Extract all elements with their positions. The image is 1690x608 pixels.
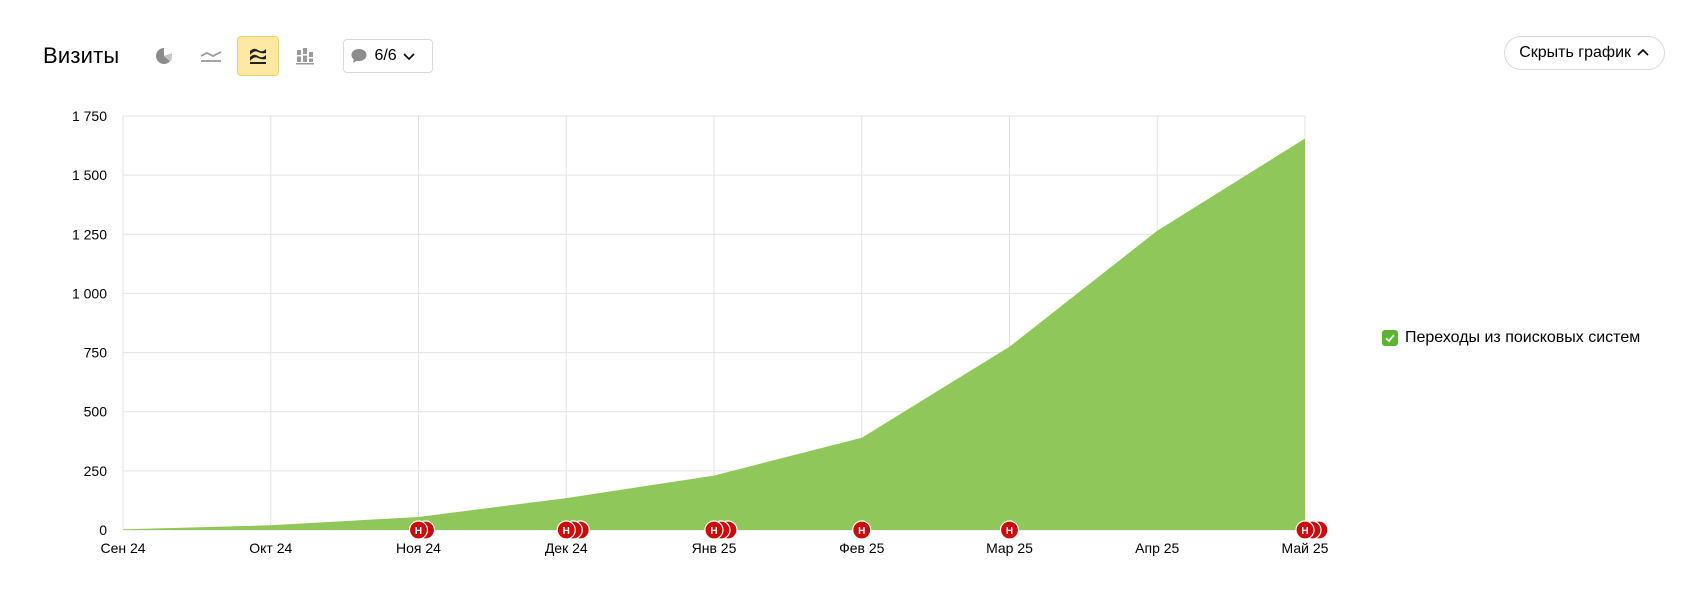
note-marker-letter: Н	[415, 526, 422, 537]
note-marker-bubble	[704, 520, 724, 540]
x-tick-label: Сен 24	[100, 540, 145, 556]
note-marker[interactable]: Н	[556, 520, 590, 540]
area-series	[123, 138, 1305, 530]
note-marker-bubble	[852, 520, 872, 540]
note-marker[interactable]: Н	[704, 520, 738, 540]
y-tick-label: 0	[99, 522, 107, 538]
y-tick-label: 250	[84, 463, 108, 479]
area-chart: 0 250 500 750 1 000 1 250 1 500 1 750 Сен 24 Окт …	[72, 108, 1329, 556]
note-marker[interactable]: Н	[408, 520, 436, 540]
check-icon	[1385, 334, 1395, 343]
x-tick-label: Май 25	[1282, 540, 1329, 556]
hide-chart-label: Скрыть график	[1519, 44, 1631, 61]
chart-toolbar: Визиты	[43, 34, 433, 78]
note-marker-letter: Н	[1006, 526, 1013, 537]
notes-count: 6/6	[374, 47, 397, 64]
note-marker[interactable]: Н	[852, 520, 872, 540]
legend-item[interactable]: Переходы из поисковых систем	[1382, 329, 1640, 347]
legend-checkbox[interactable]	[1382, 330, 1398, 346]
x-tick-label: Ноя 24	[396, 540, 441, 556]
x-tick-label: Фев 25	[839, 540, 885, 556]
note-marker[interactable]: Н	[1295, 520, 1329, 540]
bar-chart-icon[interactable]	[284, 36, 326, 76]
x-tick-label: Дек 24	[545, 540, 588, 556]
chart-title: Визиты	[43, 43, 120, 68]
x-tick-label: Апр 25	[1135, 540, 1179, 556]
x-tick-label: Янв 25	[692, 540, 737, 556]
y-tick-label: 1 000	[72, 285, 107, 301]
comment-icon	[351, 49, 367, 63]
note-marker-letter: Н	[1301, 526, 1308, 537]
notes-dropdown[interactable]: 6/6	[343, 39, 433, 73]
pie-chart-icon[interactable]	[143, 36, 185, 76]
note-marker-bubble	[999, 520, 1020, 540]
note-marker-letter: Н	[710, 526, 717, 537]
chevron-down-icon	[403, 53, 415, 61]
y-tick-label: 750	[84, 345, 108, 361]
y-tick-label: 1 750	[72, 108, 107, 124]
chevron-up-icon	[1637, 48, 1649, 56]
area-chart-icon[interactable]	[237, 36, 280, 76]
note-marker-bubble	[1295, 520, 1315, 540]
note-marker[interactable]: Н	[999, 520, 1020, 540]
y-tick-label: 1 250	[72, 226, 107, 242]
legend-label: Переходы из поисковых систем	[1405, 329, 1641, 346]
x-tick-label: Мар 25	[986, 540, 1033, 556]
y-tick-label: 1 500	[72, 167, 107, 183]
line-chart-icon[interactable]	[190, 36, 232, 76]
y-tick-label: 500	[84, 404, 108, 420]
note-marker-bubble	[556, 520, 576, 540]
hide-chart-button[interactable]: Скрыть график	[1504, 36, 1665, 70]
x-tick-label: Окт 24	[249, 540, 292, 556]
note-marker-letter: Н	[858, 526, 865, 537]
note-marker-letter: Н	[563, 526, 570, 537]
note-marker-bubble	[408, 520, 429, 540]
